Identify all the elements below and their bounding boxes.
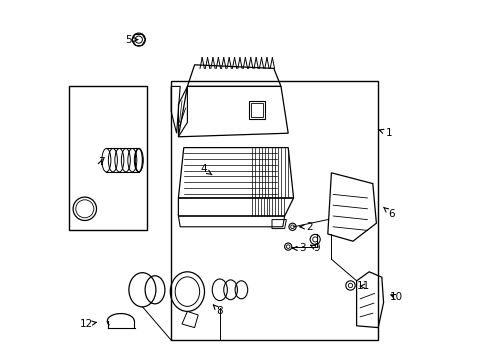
Text: 7: 7 [98,157,104,167]
Text: 9: 9 [311,243,320,253]
Text: 8: 8 [213,305,223,316]
Bar [69,86,147,230]
Text: 3: 3 [293,243,306,253]
Text: 10: 10 [390,292,403,302]
Bar [171,81,378,340]
Text: 1: 1 [379,128,392,138]
Text: 2: 2 [300,222,313,232]
Text: 6: 6 [384,207,395,219]
Text: 11: 11 [357,281,370,291]
Text: 4: 4 [200,164,212,175]
Text: 5: 5 [124,35,138,45]
Text: 12: 12 [80,319,97,329]
